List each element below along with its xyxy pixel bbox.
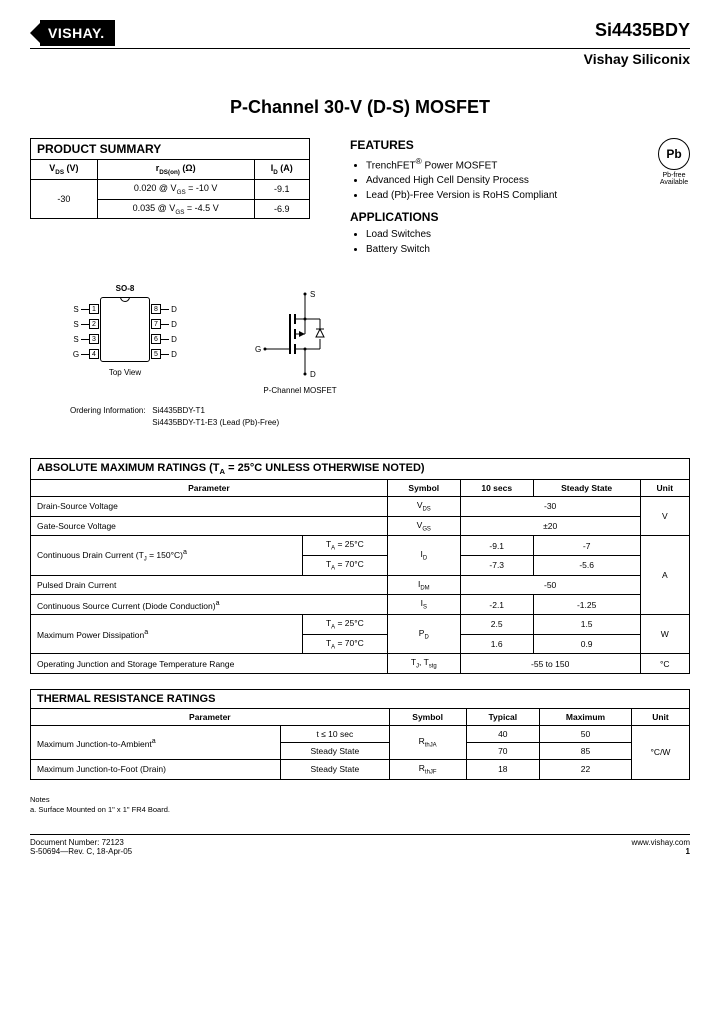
pb-label2: Available xyxy=(658,179,690,186)
summary-vds: -30 xyxy=(31,179,98,219)
summary-h-id: ID (A) xyxy=(254,160,309,180)
abs-h-ss: Steady State xyxy=(533,479,640,496)
summary-h-rds: rDS(on) (Ω) xyxy=(97,160,254,180)
application-item: Battery Switch xyxy=(366,243,690,256)
thermal-title: THERMAL RESISTANCE RATINGS xyxy=(31,690,690,709)
abs-param: Drain-Source Voltage xyxy=(31,496,388,516)
footer-url: www.vishay.com xyxy=(631,838,690,847)
summary-title: PRODUCT SUMMARY xyxy=(31,139,310,160)
ordering-label: Ordering Information: xyxy=(70,406,146,415)
abs-param: Operating Junction and Storage Temperatu… xyxy=(31,654,388,674)
page-title: P-Channel 30-V (D-S) MOSFET xyxy=(30,97,690,118)
pb-symbol: Pb xyxy=(658,138,690,170)
summary-i1: -9.1 xyxy=(254,179,309,199)
feature-item: Lead (Pb)-Free Version is RoHS Compliant xyxy=(366,189,690,202)
pb-label1: Pb-free xyxy=(658,172,690,179)
applications-title: APPLICATIONS xyxy=(350,210,690,224)
feature-item: TrenchFET® Power MOSFET xyxy=(366,156,690,172)
features-title: FEATURES xyxy=(350,138,690,152)
abs-param: Maximum Power Dissipationa xyxy=(31,615,303,654)
abs-title: ABSOLUTE MAXIMUM RATINGS (TA = 25°C UNLE… xyxy=(31,458,690,479)
page-footer: Document Number: 72123 S-50694—Rev. C, 1… xyxy=(30,834,690,856)
summary-r1: 0.020 @ VGS = -10 V xyxy=(97,179,254,199)
applications-list: Load Switches Battery Switch xyxy=(350,228,690,256)
svg-text:D: D xyxy=(310,370,316,379)
thermal-param: Maximum Junction-to-Foot (Drain) xyxy=(31,760,281,780)
package-diagram: SO-8 S1 S2 S3 G4 D8 D7 D6 D5 Top View xyxy=(70,284,180,395)
absolute-max-table: ABSOLUTE MAXIMUM RATINGS (TA = 25°C UNLE… xyxy=(30,458,690,674)
summary-h-vds: VDS (V) xyxy=(31,160,98,180)
thermal-h-max: Maximum xyxy=(540,709,632,726)
notes-label: Notes xyxy=(30,795,690,805)
logo-text: VISHAY. xyxy=(40,20,115,46)
ordering-line2: Si4435BDY-T1-E3 (Lead (Pb)-Free) xyxy=(152,418,279,427)
abs-param: Gate-Source Voltage xyxy=(31,516,388,536)
abs-h-10: 10 secs xyxy=(460,479,533,496)
features-list: TrenchFET® Power MOSFET Advanced High Ce… xyxy=(350,156,690,202)
abs-h-param: Parameter xyxy=(31,479,388,496)
thermal-h-sym: Symbol xyxy=(389,709,466,726)
thermal-table: THERMAL RESISTANCE RATINGS Parameter Sym… xyxy=(30,689,690,780)
so8-outline: S1 S2 S3 G4 D8 D7 D6 D5 xyxy=(100,297,150,362)
ordering-info: Ordering Information: Si4435BDY-T1 Order… xyxy=(70,405,690,427)
doc-number: Document Number: 72123 xyxy=(30,838,132,847)
note-a: a. Surface Mounted on 1" x 1" FR4 Board. xyxy=(30,805,690,815)
package-caption: Top View xyxy=(70,368,180,377)
application-item: Load Switches xyxy=(366,228,690,241)
thermal-h-param: Parameter xyxy=(31,709,390,726)
ordering-line1: Si4435BDY-T1 xyxy=(152,406,205,415)
thermal-h-unit: Unit xyxy=(631,709,689,726)
abs-h-unit: Unit xyxy=(640,479,689,496)
feature-item: Advanced High Cell Density Process xyxy=(366,174,690,187)
notes-block: Notes a. Surface Mounted on 1" x 1" FR4 … xyxy=(30,795,690,815)
vishay-logo: VISHAY. xyxy=(30,20,115,46)
abs-param: Pulsed Drain Current xyxy=(31,575,388,595)
svg-text:G: G xyxy=(255,345,261,354)
pbfree-badge: Pb Pb-free Available xyxy=(658,138,690,186)
thermal-h-typ: Typical xyxy=(466,709,539,726)
abs-param: Continuous Source Current (Diode Conduct… xyxy=(31,595,388,615)
mosfet-symbol-svg: S G D xyxy=(250,284,350,384)
package-name: SO-8 xyxy=(70,284,180,293)
thermal-param: Maximum Junction-to-Ambienta xyxy=(31,726,281,760)
abs-h-sym: Symbol xyxy=(387,479,460,496)
abs-param: Continuous Drain Current (TJ = 150°C)a xyxy=(31,536,303,575)
summary-i2: -6.9 xyxy=(254,199,309,219)
summary-r2: 0.035 @ VGS = -4.5 V xyxy=(97,199,254,219)
part-number: Si4435BDY xyxy=(595,20,690,41)
schematic-diagram: S G D P-Channel MO xyxy=(250,284,350,395)
svg-text:S: S xyxy=(310,290,315,299)
schematic-caption: P-Channel MOSFET xyxy=(250,386,350,395)
page-number: 1 xyxy=(631,847,690,856)
manufacturer-subtitle: Vishay Siliconix xyxy=(30,51,690,67)
revision: S-50694—Rev. C, 18-Apr-05 xyxy=(30,847,132,856)
features-block: Pb Pb-free Available FEATURES TrenchFET®… xyxy=(350,138,690,264)
product-summary-table: PRODUCT SUMMARY VDS (V) rDS(on) (Ω) ID (… xyxy=(30,138,310,219)
product-summary-block: PRODUCT SUMMARY VDS (V) rDS(on) (Ω) ID (… xyxy=(30,138,310,219)
